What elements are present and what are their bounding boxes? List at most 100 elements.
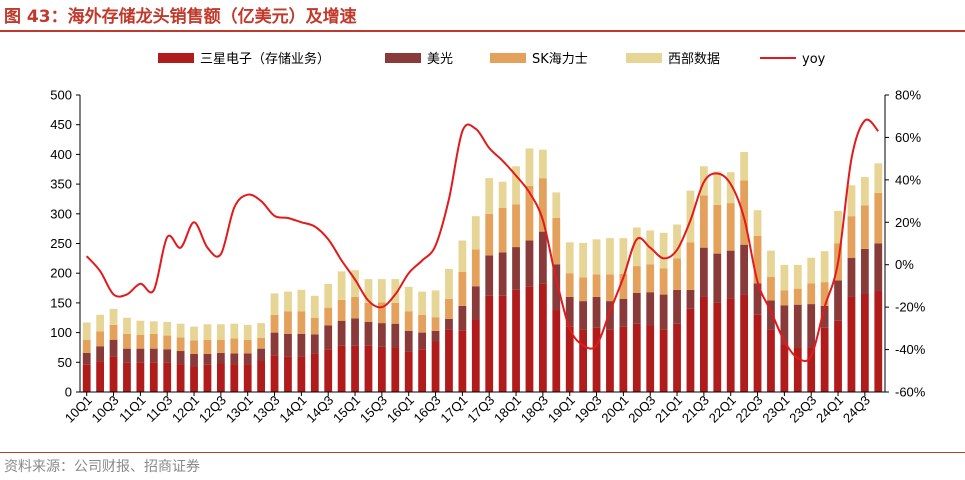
yoy-line	[85, 118, 880, 363]
bar-14Q4-s1	[337, 320, 346, 346]
bar-20Q4-s1	[659, 294, 668, 330]
y2-tick-label: -40%	[895, 342, 926, 357]
bar-22Q1-s0	[726, 298, 735, 392]
bar-24Q4-s1	[874, 243, 883, 292]
legend-swatch-0	[158, 53, 194, 63]
bar-13Q3-s2	[270, 314, 279, 333]
bar-23Q1-s1	[780, 305, 789, 345]
y-tick-label: 250	[50, 236, 72, 251]
bar-17Q4-s0	[498, 295, 507, 392]
bar-17Q3-s3	[485, 178, 494, 214]
bar-23Q2-s3	[793, 264, 802, 289]
bar-20Q2-s2	[632, 266, 641, 293]
bar-12Q1-s3	[190, 326, 198, 341]
bar-22Q4-s1	[767, 300, 775, 330]
bar-14Q4-s2	[337, 299, 346, 321]
yoy-line-layer	[85, 118, 880, 363]
bar-15Q3-s3	[377, 279, 386, 303]
bar-21Q4-s2	[713, 204, 722, 254]
legend-label-yoy: yoy	[802, 52, 826, 67]
source-divider	[0, 452, 965, 453]
legend-label-2: SK海力士	[532, 52, 588, 67]
bar-11Q3-s1	[163, 349, 172, 363]
bar-13Q3-s0	[270, 355, 279, 392]
bar-20Q3-s0	[646, 325, 655, 392]
bar-15Q4-s3	[391, 279, 400, 303]
bar-19Q1-s0	[565, 326, 574, 392]
x-tick-label: 20Q3	[625, 393, 658, 426]
bar-15Q2-s2	[364, 302, 373, 322]
bar-10Q3-s0	[109, 356, 118, 392]
x-tick-label: 16Q1	[384, 393, 417, 426]
bar-24Q1-s3	[834, 210, 842, 244]
bar-23Q2-s0	[793, 347, 802, 392]
bar-13Q2-s1	[257, 348, 266, 361]
bar-16Q4-s0	[445, 329, 453, 392]
bar-20Q3-s1	[646, 292, 655, 326]
bar-15Q4-s2	[391, 302, 400, 324]
bar-19Q4-s3	[606, 238, 614, 275]
bar-10Q2-s0	[96, 361, 105, 392]
bar-12Q2-s0	[203, 364, 212, 392]
y-tick-label: 350	[50, 177, 72, 192]
bar-20Q3-s2	[646, 264, 655, 293]
bar-19Q3-s1	[592, 296, 601, 328]
bar-24Q3-s1	[860, 248, 869, 294]
bar-20Q2-s3	[632, 227, 641, 267]
bar-18Q2-s0	[525, 286, 534, 392]
bar-22Q2-s1	[740, 244, 749, 295]
bar-13Q4-s2	[284, 311, 292, 334]
bar-10Q2-s3	[96, 314, 105, 332]
bar-21Q3-s1	[699, 247, 708, 297]
bar-16Q3-s2	[431, 317, 440, 331]
bar-14Q1-s2	[297, 311, 306, 334]
bar-22Q1-s2	[726, 203, 735, 251]
bar-11Q1-s3	[136, 320, 145, 335]
bar-17Q1-s2	[458, 272, 467, 306]
bar-13Q4-s0	[284, 356, 292, 392]
bar-20Q4-s3	[659, 232, 668, 269]
legend-label-0: 三星电子（存储业务）	[200, 51, 330, 67]
bar-17Q1-s0	[458, 330, 467, 392]
bar-15Q3-s1	[377, 323, 386, 347]
bar-12Q1-s1	[190, 353, 198, 367]
bar-22Q4-s0	[767, 329, 775, 392]
bar-18Q1-s3	[512, 166, 520, 205]
y2-tick-label: 20%	[895, 215, 921, 230]
bar-13Q1-s2	[243, 339, 252, 354]
bar-11Q4-s0	[176, 364, 185, 392]
x-tick-label: 15Q1	[330, 393, 363, 426]
bar-10Q4-s2	[123, 333, 131, 349]
bar-11Q1-s1	[136, 348, 145, 363]
bar-24Q2-s0	[847, 296, 856, 392]
y-tick-label: 400	[50, 147, 72, 162]
bar-18Q2-s2	[525, 185, 534, 241]
bar-10Q4-s3	[123, 317, 131, 334]
bar-11Q2-s3	[149, 321, 158, 334]
bar-17Q2-s1	[471, 286, 480, 320]
y-tick-label: 200	[50, 266, 72, 281]
bar-19Q2-s3	[579, 242, 588, 278]
bar-12Q1-s0	[190, 366, 198, 392]
bar-22Q1-s1	[726, 250, 735, 299]
x-tick-label: 16Q3	[411, 393, 444, 426]
bar-12Q4-s1	[230, 353, 239, 365]
bar-11Q3-s3	[163, 321, 172, 336]
bar-21Q1-s0	[673, 323, 681, 392]
x-tick-label: 10Q3	[89, 393, 122, 426]
bar-19Q2-s1	[579, 301, 588, 330]
bar-18Q4-s3	[552, 192, 561, 218]
bar-22Q4-s3	[767, 250, 775, 277]
bars-layer	[82, 148, 883, 392]
bar-21Q4-s3	[713, 171, 722, 205]
bar-21Q1-s3	[673, 224, 681, 259]
x-tick-label: 22Q1	[706, 393, 739, 426]
bar-15Q2-s3	[364, 279, 373, 303]
bar-16Q2-s0	[418, 349, 427, 392]
bar-24Q4-s2	[874, 193, 883, 244]
bar-21Q2-s3	[686, 190, 695, 243]
bar-16Q1-s1	[404, 330, 413, 352]
bar-13Q4-s3	[284, 291, 292, 312]
bar-14Q3-s2	[324, 307, 333, 326]
y2-tick-label: 0%	[895, 257, 914, 272]
